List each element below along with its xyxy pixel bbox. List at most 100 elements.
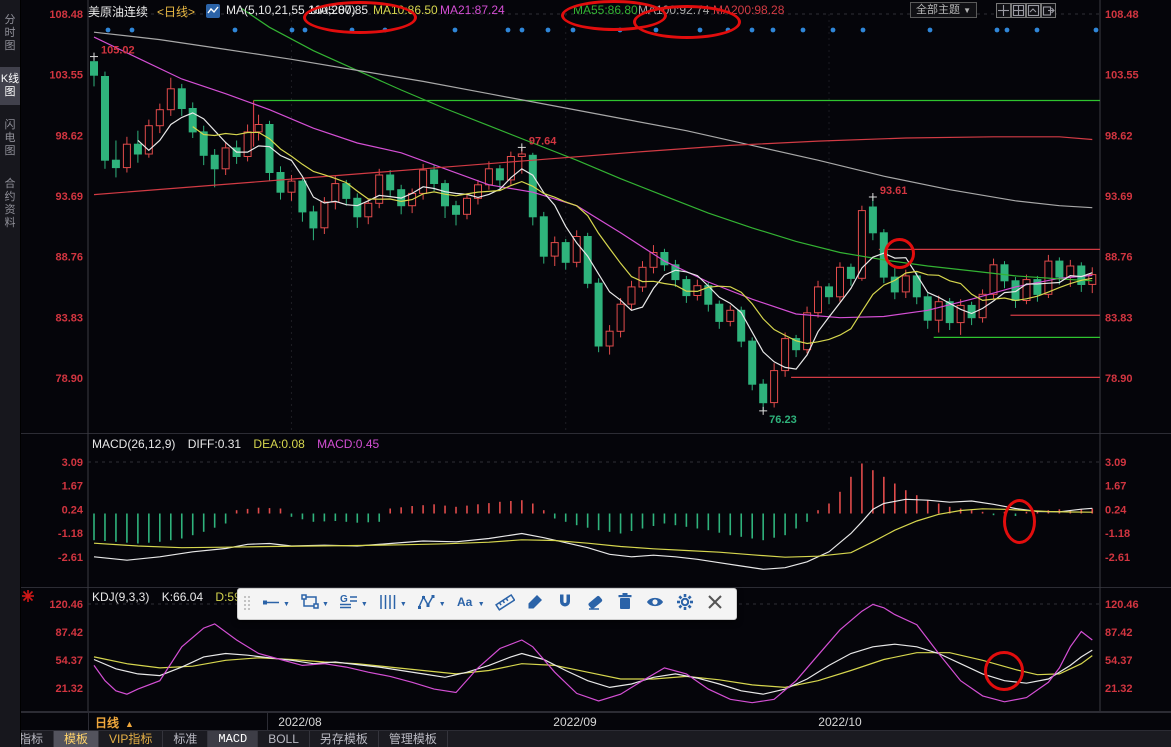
- svg-text:103.55: 103.55: [1105, 70, 1139, 82]
- text-icon: Aa: [456, 592, 476, 617]
- sidebar-tab-1[interactable]: 分时图: [4, 14, 16, 52]
- popout-icon[interactable]: [1041, 3, 1056, 18]
- period-tag: <日线>: [157, 5, 196, 19]
- event-dots: [105, 27, 1099, 33]
- close-tool-button[interactable]: [700, 591, 730, 617]
- gann-icon: G: [339, 592, 359, 617]
- date-axis-label: 2022/08: [278, 715, 322, 729]
- eye-tool-button[interactable]: [640, 591, 670, 617]
- svg-text:78.90: 78.90: [55, 373, 83, 385]
- svg-text:97.64: 97.64: [529, 135, 557, 147]
- macd-dea-value: DEA:0.08: [253, 437, 305, 451]
- vertical-lines-tool-button[interactable]: ▼: [373, 591, 412, 617]
- sidebar-tab-3[interactable]: 闪电图: [4, 119, 16, 157]
- svg-text:1.67: 1.67: [62, 481, 83, 493]
- macd-params-label: MACD(26,12,9): [92, 437, 176, 451]
- bottom-tab-标准[interactable]: 标准: [163, 731, 209, 747]
- chevron-down-icon: ▼: [963, 6, 971, 15]
- eraser-icon: [585, 592, 605, 617]
- svg-text:87.42: 87.42: [55, 627, 83, 639]
- svg-text:103.55: 103.55: [49, 70, 83, 82]
- ma-value-label: MA55:86.80: [573, 3, 638, 17]
- chart-layout-icon[interactable]: [1026, 3, 1041, 18]
- svg-text:0.24: 0.24: [1105, 505, 1127, 517]
- sidebar-tab-4[interactable]: 合约资料: [4, 178, 16, 229]
- ma-value-label: MA5:87.85: [310, 3, 369, 17]
- svg-text:87.42: 87.42: [1105, 627, 1133, 639]
- kdj-k-value: K:66.04: [161, 590, 204, 604]
- period-selector-label: 日线: [95, 716, 120, 730]
- bottom-tab-MACD[interactable]: MACD: [208, 731, 259, 747]
- bottom-tab-管理模板[interactable]: 管理模板: [379, 731, 448, 747]
- theme-dropdown-button[interactable]: 全部主题 ▼: [910, 2, 977, 18]
- macd-diff-value: DIFF:0.31: [187, 437, 242, 451]
- tile-icon[interactable]: [1011, 3, 1026, 18]
- chevron-down-icon: ▼: [399, 600, 407, 608]
- toolbar-drag-handle[interactable]: [244, 596, 252, 612]
- bottom-tab-另存模板[interactable]: 另存模板: [310, 731, 379, 747]
- sidebar-tab-2[interactable]: K线图: [0, 67, 20, 105]
- move-icon[interactable]: [996, 3, 1011, 18]
- chevron-down-icon: ▼: [360, 600, 368, 608]
- svg-text:93.61: 93.61: [880, 185, 908, 197]
- trash-tool-button[interactable]: [610, 591, 640, 617]
- text-tool-button[interactable]: Aa ▼: [451, 591, 490, 617]
- ma-overlay-lines: [93, 8, 1093, 370]
- svg-text:88.76: 88.76: [55, 252, 83, 264]
- chevron-down-icon: ▼: [283, 600, 290, 608]
- candlestick-series: [90, 56, 1097, 411]
- magnet-icon: [555, 592, 575, 617]
- svg-text:105.02: 105.02: [101, 45, 135, 57]
- brush-tool-button[interactable]: [520, 591, 550, 617]
- date-axis-label: 2022/10: [818, 715, 862, 729]
- bottom-tab-VIP指标[interactable]: VIP指标: [99, 731, 164, 747]
- bottom-tab-模板[interactable]: 模板: [54, 731, 100, 747]
- ruler-tool-button[interactable]: [490, 591, 520, 617]
- chevron-down-icon: ▼: [438, 600, 446, 608]
- svg-text:-2.61: -2.61: [58, 552, 83, 564]
- magnet-tool-button[interactable]: [550, 591, 580, 617]
- extreme-price-labels: 105.02 97.64 93.61 76.23: [90, 45, 907, 426]
- close-icon: [705, 592, 725, 617]
- trend-line-tool-button[interactable]: ▼: [256, 591, 295, 617]
- svg-text:3.09: 3.09: [62, 457, 83, 469]
- svg-text:108.48: 108.48: [1105, 9, 1139, 21]
- eraser-tool-button[interactable]: [580, 591, 610, 617]
- pattern-tool-button[interactable]: ▼: [412, 591, 451, 617]
- bottom-tab-BOLL[interactable]: BOLL: [258, 731, 310, 747]
- svg-text:120.46: 120.46: [1105, 599, 1139, 611]
- ma-value-label: MA100:92.74: [638, 3, 710, 17]
- date-axis-label: 2022/09: [553, 715, 597, 729]
- gear-icon: [675, 592, 695, 617]
- svg-text:98.62: 98.62: [1105, 130, 1133, 142]
- bottom-tab-指标[interactable]: 指标: [9, 731, 55, 747]
- drawn-level-lines[interactable]: [252, 99, 1100, 378]
- macd-macd-value: MACD:0.45: [317, 437, 380, 451]
- drawing-toolbar: ▼ ▼ G ▼ ▼ ▼ Aa ▼: [237, 588, 737, 620]
- svg-text:54.37: 54.37: [1105, 655, 1133, 667]
- macd-pane-header: MACD(26,12,9) DIFF:0.31 DEA:0.08 MACD:0.…: [92, 437, 388, 451]
- svg-text:83.83: 83.83: [1105, 312, 1133, 324]
- ma-value-label: MA21:87.24: [440, 3, 505, 17]
- period-selector-button[interactable]: 日线 ▲: [95, 714, 134, 731]
- axis-tick-labels: 108.48 108.48 103.55 103.55 98.62 98.62 93.69 9…: [49, 9, 1138, 695]
- svg-text:120.46: 120.46: [49, 599, 83, 611]
- vertical-lines-icon: [378, 592, 398, 617]
- svg-text:21.32: 21.32: [1105, 683, 1133, 695]
- gann-tool-button[interactable]: G ▼: [334, 591, 373, 617]
- divider: [88, 713, 89, 730]
- svg-text:76.23: 76.23: [769, 414, 797, 426]
- indicator-marker-icon: [22, 589, 34, 607]
- pattern-icon: [417, 592, 437, 617]
- svg-text:G: G: [340, 594, 348, 605]
- kdj-params-label: KDJ(9,3,3): [92, 590, 150, 604]
- trash-icon: [615, 592, 635, 617]
- chevron-down-icon: ▼: [477, 600, 485, 608]
- svg-text:0.24: 0.24: [62, 505, 84, 517]
- gear-tool-button[interactable]: [670, 591, 700, 617]
- shape-tool-button[interactable]: ▼: [295, 591, 334, 617]
- svg-text:-1.18: -1.18: [58, 528, 83, 540]
- trend-line-icon: [261, 592, 281, 617]
